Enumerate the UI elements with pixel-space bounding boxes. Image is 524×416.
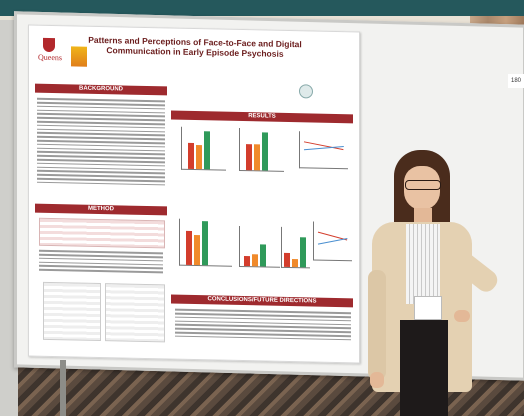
- logo-text: Queens: [38, 52, 62, 63]
- chart-bar: [186, 230, 192, 265]
- section-method: METHOD: [35, 203, 167, 216]
- method-form-1: [43, 281, 101, 342]
- glasses-icon: [405, 180, 441, 190]
- neck: [414, 208, 432, 224]
- university-logo: Queens: [33, 37, 65, 67]
- chart-bar: [260, 244, 266, 267]
- board-stand-left: [60, 360, 66, 416]
- board-number-tag: 180: [508, 74, 524, 88]
- adjacent-board: [0, 20, 18, 416]
- section-background: BACKGROUND: [35, 83, 167, 96]
- institution-seal-icon: [299, 84, 313, 99]
- section-results: RESULTS: [171, 110, 353, 124]
- results-chart-3: [179, 218, 232, 267]
- conclusions-text: [175, 307, 351, 343]
- chart-bar: [284, 252, 290, 268]
- chart-bar: [262, 132, 268, 171]
- chart-bar: [300, 237, 306, 268]
- chart-bar: [246, 144, 252, 171]
- left-hand: [370, 372, 384, 388]
- chart-bar: [292, 259, 298, 268]
- results-chart-5: [281, 226, 310, 269]
- background-text: [37, 96, 165, 188]
- face: [404, 166, 440, 210]
- results-chart-1: [181, 126, 226, 171]
- presenter-person: [358, 150, 524, 416]
- method-form-2: [105, 283, 165, 343]
- poster-title: Patterns and Perceptions of Face-to-Face…: [88, 34, 302, 59]
- results-chart-2: [239, 127, 284, 172]
- chart-bar: [194, 235, 200, 266]
- chart-bar: [244, 256, 250, 267]
- results-chart-4: [239, 225, 280, 268]
- name-badge: [414, 296, 442, 320]
- section-conclusions: CONCLUSIONS/FUTURE DIRECTIONS: [171, 294, 353, 308]
- chart-bar: [252, 254, 258, 267]
- chart-bar: [196, 145, 202, 170]
- chart-bar: [204, 131, 210, 170]
- results-line-chart-2: [313, 221, 352, 262]
- left-arm: [368, 270, 386, 380]
- striped-shirt: [406, 224, 440, 304]
- research-poster: Queens Patterns and Perceptions of Face-…: [28, 24, 360, 364]
- crest-icon: [43, 37, 55, 53]
- top-band: [0, 0, 524, 16]
- chart-line: [317, 237, 348, 245]
- method-text: [39, 248, 163, 276]
- method-table: [39, 217, 165, 249]
- chart-bar: [202, 221, 208, 266]
- right-hand: [454, 310, 470, 322]
- chart-bar: [254, 144, 260, 171]
- results-line-chart-1: [299, 131, 348, 170]
- chart-bar: [188, 142, 194, 169]
- pants: [400, 320, 448, 416]
